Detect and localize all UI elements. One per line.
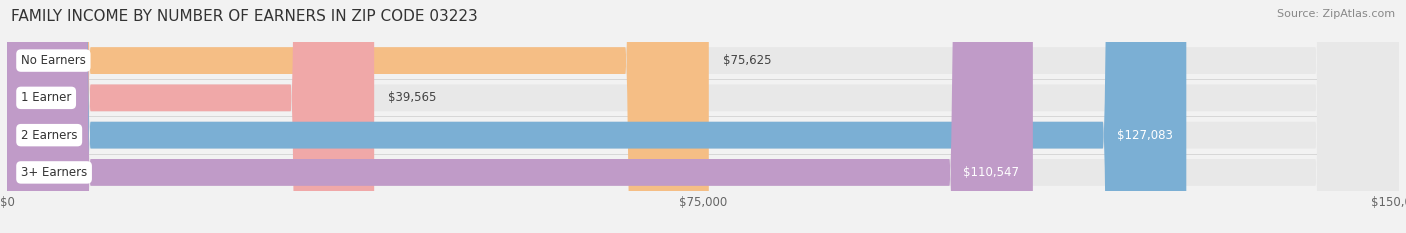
Text: FAMILY INCOME BY NUMBER OF EARNERS IN ZIP CODE 03223: FAMILY INCOME BY NUMBER OF EARNERS IN ZI… bbox=[11, 9, 478, 24]
FancyBboxPatch shape bbox=[7, 0, 1399, 233]
Text: Source: ZipAtlas.com: Source: ZipAtlas.com bbox=[1277, 9, 1395, 19]
FancyBboxPatch shape bbox=[7, 0, 1399, 233]
FancyBboxPatch shape bbox=[7, 0, 1399, 233]
Text: 1 Earner: 1 Earner bbox=[21, 91, 72, 104]
Text: $39,565: $39,565 bbox=[388, 91, 436, 104]
Text: $75,625: $75,625 bbox=[723, 54, 772, 67]
FancyBboxPatch shape bbox=[7, 0, 1187, 233]
FancyBboxPatch shape bbox=[7, 0, 1399, 233]
Text: $127,083: $127,083 bbox=[1116, 129, 1173, 142]
Text: 2 Earners: 2 Earners bbox=[21, 129, 77, 142]
FancyBboxPatch shape bbox=[7, 0, 709, 233]
Text: $110,547: $110,547 bbox=[963, 166, 1019, 179]
FancyBboxPatch shape bbox=[7, 0, 374, 233]
FancyBboxPatch shape bbox=[7, 0, 1033, 233]
Text: 3+ Earners: 3+ Earners bbox=[21, 166, 87, 179]
Text: No Earners: No Earners bbox=[21, 54, 86, 67]
